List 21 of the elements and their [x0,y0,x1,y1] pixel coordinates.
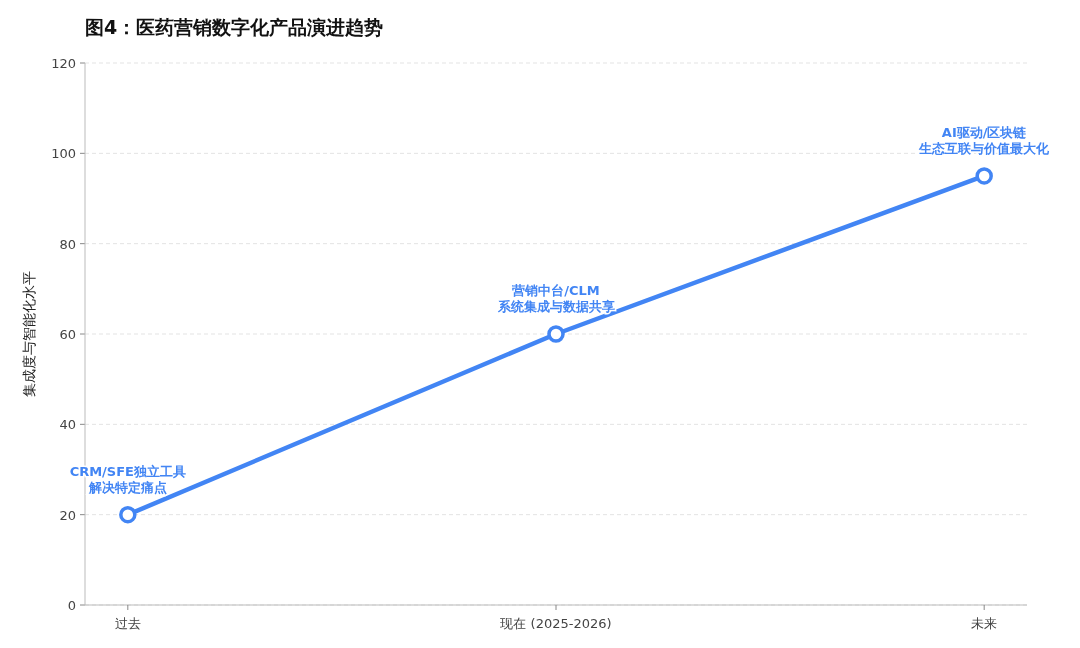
y-tick-label: 120 [51,56,76,71]
annotation: AI驱动/区块链 [941,124,1028,140]
y-tick-label: 60 [59,327,76,342]
y-tick-label: 100 [51,146,76,162]
point [547,325,565,343]
annotation: CRM/SFE独立工具 [69,463,186,479]
chart-title: 图4：医药营销数字化产品演进趋势 [85,16,384,38]
point [119,505,137,524]
annotation: 解决特定痛点 [87,479,167,495]
annotation: 营销中台/CLM [511,283,600,298]
x-tick-label: 未来 [971,616,998,631]
annotation: 生态互联与价值最大化 [918,140,1051,156]
y-tick-label: 80 [59,236,76,252]
x-tick-label: 现在 (2025-2026) [500,616,612,631]
point [975,167,993,185]
y-tick-label: 40 [59,417,76,433]
annotation: 系统集成与数据共享 [496,299,615,314]
y-tick-label: 20 [59,507,76,523]
y-tick-label: 0 [67,598,76,613]
y-axis-title: 集成度与智能化水平 [21,271,37,397]
x-tick-label: 过去 [114,616,141,631]
